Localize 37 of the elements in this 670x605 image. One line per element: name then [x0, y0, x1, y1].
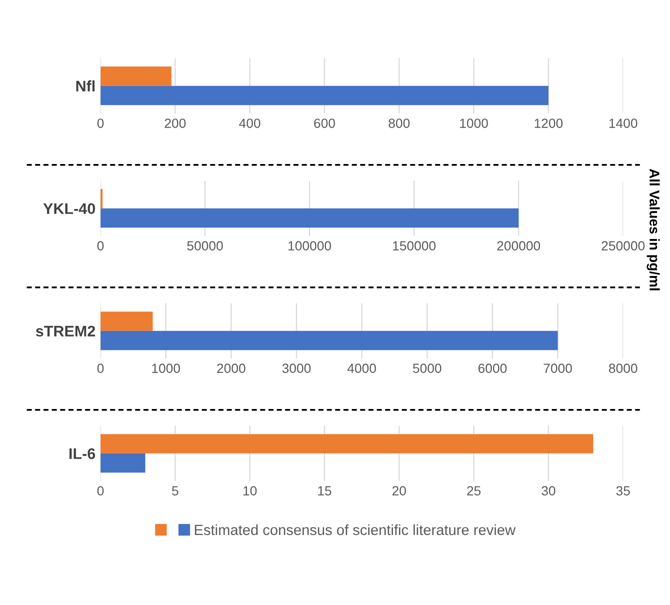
x-tick-label: 1200 [534, 118, 563, 128]
x-tick-label: 1000 [152, 364, 180, 373]
x-tick-label: 0 [97, 241, 104, 250]
x-tick-label: 0 [97, 364, 104, 373]
x-tick-label: 4000 [347, 364, 376, 373]
x-tick-label: 50000 [187, 241, 223, 250]
x-tick-label: 1000 [460, 118, 488, 128]
x-tick-label: 8000 [609, 364, 638, 373]
x-tick-label: 6000 [478, 364, 507, 373]
x-tick-label: 250000 [602, 241, 645, 250]
x-tick-label: 5000 [412, 364, 442, 373]
x-tick-label: 200 [164, 118, 186, 128]
x-tick-label: 150000 [393, 241, 436, 250]
x-tick-label: 10 [243, 486, 257, 496]
x-tick-label: 30 [542, 486, 556, 496]
x-tick-label: 0 [97, 118, 104, 128]
legend-label: Estimated consensus of scientific literature review [194, 524, 516, 536]
x-tick-label: 600 [314, 118, 335, 128]
x-tick-label: 2000 [217, 364, 246, 373]
x-tick-label: 800 [388, 118, 410, 128]
x-tick-label: 25 [467, 486, 481, 496]
x-tick-label: 1400 [609, 118, 638, 128]
x-tick-label: 400 [239, 118, 260, 128]
x-tick-label: 35 [616, 486, 630, 496]
y-tick-label: Nfl [76, 80, 95, 92]
y-tick-label: YKL-40 [43, 203, 96, 214]
x-tick-label: 5 [172, 486, 178, 496]
x-tick-label: 7000 [544, 364, 572, 373]
x-tick-label: 200000 [497, 241, 540, 250]
x-tick-label: 100000 [288, 241, 332, 250]
y-tick-label: IL-6 [70, 448, 96, 460]
text: All Values in pg/ml [646, 168, 660, 290]
x-tick-label: 15 [318, 486, 332, 496]
x-tick-label: 3000 [282, 364, 311, 373]
x-tick-label: 20 [392, 486, 406, 496]
x-tick-label: 0 [97, 486, 104, 496]
y-tick-label: sTREM2 [36, 326, 96, 337]
